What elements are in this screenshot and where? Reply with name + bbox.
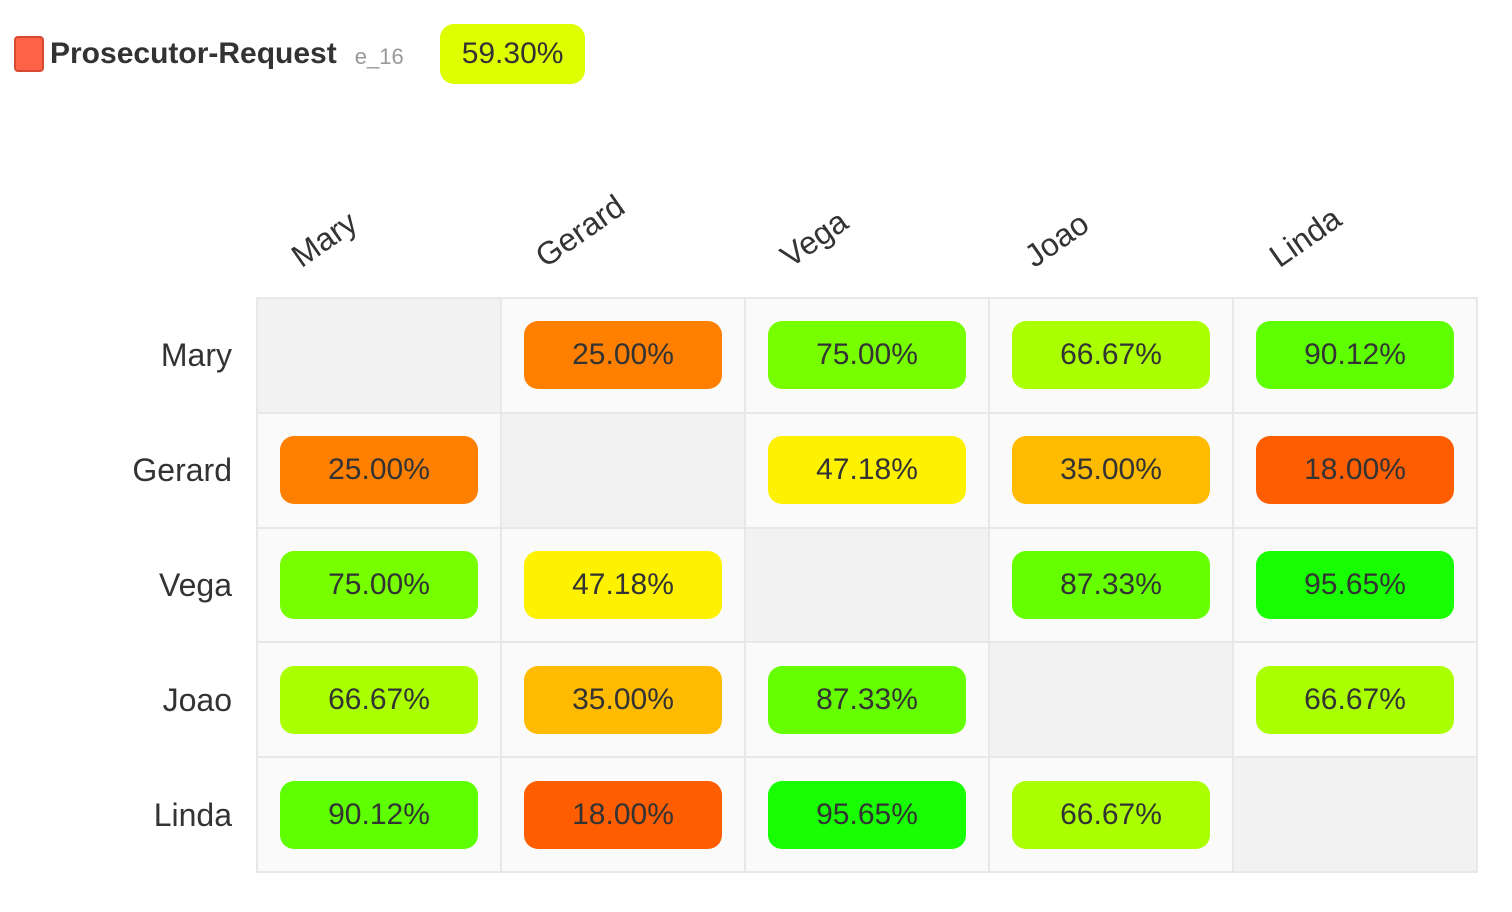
heatmap-value: 47.18% xyxy=(524,550,722,619)
heatmap-value: 90.12% xyxy=(1256,321,1454,390)
heatmap-value: 35.00% xyxy=(1012,436,1210,505)
row-label: Vega xyxy=(159,567,232,603)
heatmap-cell: 25.00% xyxy=(257,412,501,528)
heatmap-value: 66.67% xyxy=(1012,780,1210,849)
heatmap-value: 18.00% xyxy=(524,780,722,849)
heatmap-cell: 90.12% xyxy=(257,757,501,872)
heatmap-value: 87.33% xyxy=(768,665,966,734)
row-label: Mary xyxy=(160,336,232,373)
row-label: Linda xyxy=(153,797,232,834)
heatmap-cell: 25.00% xyxy=(501,298,745,413)
heatmap-value: 25.00% xyxy=(280,436,478,505)
heatmap-value: 75.00% xyxy=(768,321,966,390)
heatmap-cell: 66.67% xyxy=(1233,642,1477,758)
column-label: Mary xyxy=(284,203,364,275)
heatmap-grid: 25.00% 75.00% 66.67% 90.12% 25.00% 47.18% 35.0… xyxy=(256,297,1478,873)
heatmap-value: 87.33% xyxy=(1012,550,1210,619)
heatmap-cell xyxy=(989,642,1233,758)
row-label: Gerard xyxy=(132,451,232,488)
heatmap-cell xyxy=(1233,757,1477,872)
heatmap-cell: 66.67% xyxy=(989,757,1233,872)
heatmap-cell: 18.00% xyxy=(501,757,745,872)
heatmap-cell: 75.00% xyxy=(745,298,989,413)
column-label: Vega xyxy=(773,202,854,275)
column-label: Linda xyxy=(1262,199,1348,275)
heatmap-cell: 18.00% xyxy=(1233,412,1477,528)
heatmap-value: 75.00% xyxy=(280,550,478,619)
heatmap-value: 95.65% xyxy=(1256,550,1454,619)
heatmap-cell: 66.67% xyxy=(257,642,501,758)
heatmap-cell: 95.65% xyxy=(1233,527,1477,643)
chart-header: Prosecutor-Request e_16 59.30% xyxy=(14,24,586,84)
chart-subtitle: e_16 xyxy=(354,44,404,69)
heatmap-cell xyxy=(501,412,745,528)
heatmap-value: 90.12% xyxy=(280,780,478,849)
heatmap-cell: 87.33% xyxy=(745,642,989,758)
heatmap-value: 35.00% xyxy=(524,665,722,734)
heatmap-value: 66.67% xyxy=(280,665,478,734)
heatmap-cell: 87.33% xyxy=(989,527,1233,643)
heatmap-value: 95.65% xyxy=(768,780,966,849)
heatmap-value: 66.67% xyxy=(1256,665,1454,734)
heatmap-value: 66.67% xyxy=(1012,321,1210,390)
heatmap-value: 47.18% xyxy=(768,436,966,505)
row-label: Joao xyxy=(162,682,232,719)
heatmap-cell: 35.00% xyxy=(501,642,745,758)
overall-score-badge: 59.30% xyxy=(439,24,586,84)
heatmap-cell: 47.18% xyxy=(501,527,745,643)
heatmap-value: 18.00% xyxy=(1256,436,1454,505)
column-label: Gerard xyxy=(529,187,632,275)
heatmap-cell: 95.65% xyxy=(745,757,989,872)
heatmap-cell xyxy=(745,527,989,643)
heatmap-value: 25.00% xyxy=(524,321,722,390)
legend-swatch xyxy=(14,36,44,72)
heatmap-cell: 47.18% xyxy=(745,412,989,528)
heatmap-cell: 75.00% xyxy=(257,527,501,643)
column-label: Joao xyxy=(1017,204,1096,275)
heatmap-cell: 35.00% xyxy=(989,412,1233,528)
chart-title: Prosecutor-Request xyxy=(50,37,337,70)
heatmap-cell: 90.12% xyxy=(1233,298,1477,413)
heatmap-cell: 66.67% xyxy=(989,298,1233,413)
heatmap-cell xyxy=(257,298,501,413)
